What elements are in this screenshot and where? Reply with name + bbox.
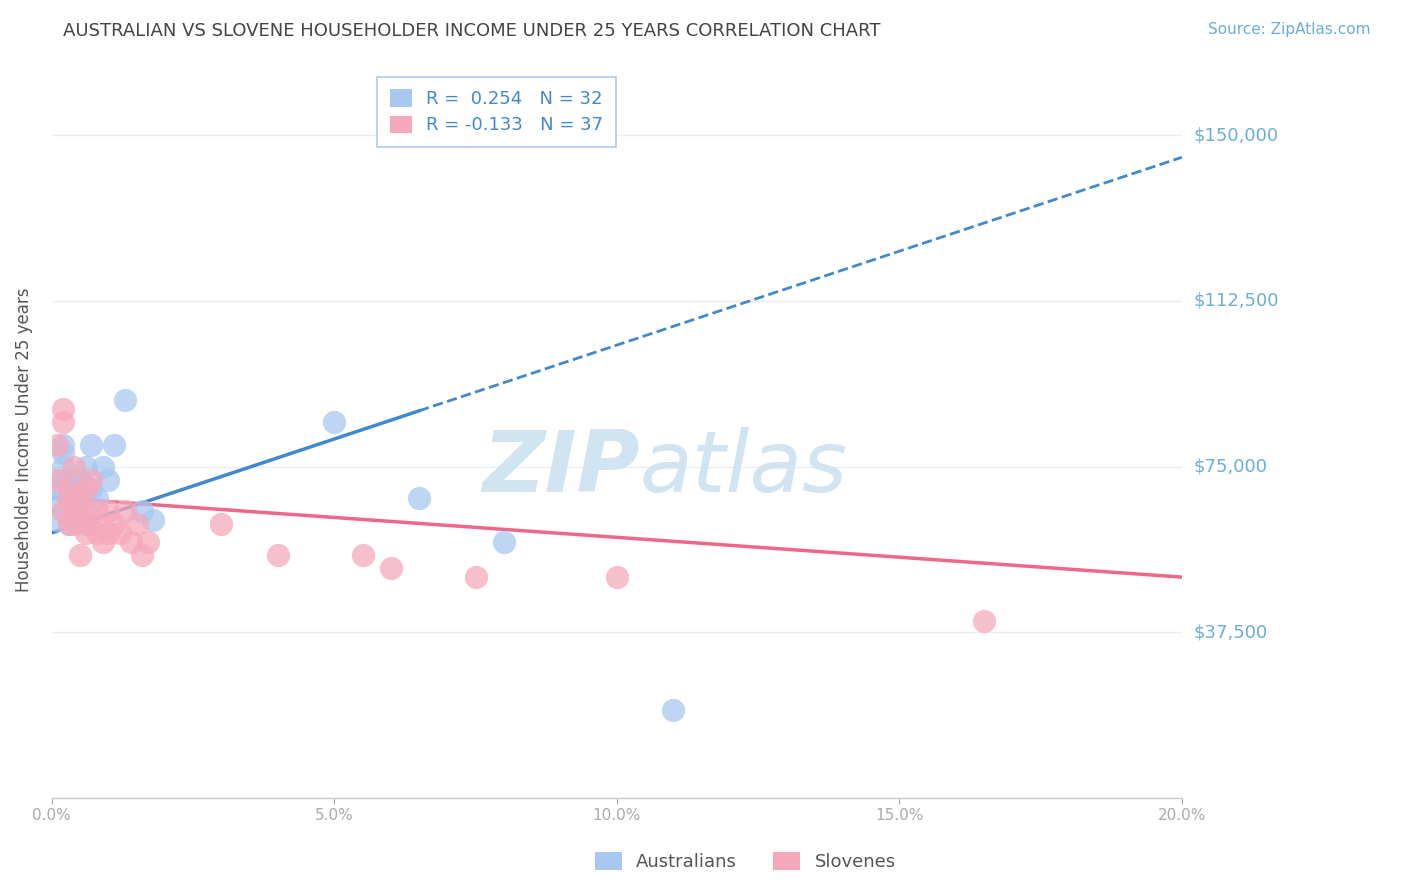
Point: [46, 495, 69, 509]
Point: [69, 513, 91, 527]
Text: $75,000: $75,000: [1194, 458, 1267, 475]
Point: [103, 437, 125, 451]
Point: [114, 504, 136, 518]
Point: [91, 459, 114, 474]
Point: [63, 504, 86, 518]
Point: [58, 491, 80, 505]
Point: [408, 491, 430, 505]
Point: [69, 473, 91, 487]
Point: [52, 459, 75, 474]
Point: [58, 482, 80, 496]
Point: [52, 416, 75, 430]
Point: [52, 504, 75, 518]
Point: [52, 402, 75, 417]
Point: [492, 534, 515, 549]
Point: [58, 491, 80, 505]
Point: [973, 615, 995, 629]
Point: [63, 504, 86, 518]
Point: [120, 534, 142, 549]
Text: $37,500: $37,500: [1194, 624, 1267, 641]
Point: [125, 517, 148, 532]
Point: [108, 525, 131, 540]
Point: [46, 513, 69, 527]
Point: [352, 548, 374, 562]
Point: [69, 491, 91, 505]
Legend: R =  0.254   N = 32, R = -0.133   N = 37: R = 0.254 N = 32, R = -0.133 N = 37: [377, 77, 616, 147]
Point: [75, 517, 97, 532]
Point: [63, 517, 86, 532]
Point: [80, 482, 103, 496]
Point: [606, 570, 628, 584]
Point: [46, 473, 69, 487]
Point: [52, 446, 75, 460]
Point: [97, 504, 120, 518]
Point: [142, 513, 165, 527]
Point: [63, 491, 86, 505]
Point: [75, 504, 97, 518]
Point: [131, 548, 153, 562]
Text: atlas: atlas: [640, 427, 848, 510]
Point: [46, 482, 69, 496]
Text: Source: ZipAtlas.com: Source: ZipAtlas.com: [1208, 22, 1371, 37]
Point: [52, 437, 75, 451]
Point: [97, 525, 120, 540]
Point: [323, 416, 346, 430]
Point: [91, 534, 114, 549]
Point: [86, 504, 108, 518]
Point: [86, 525, 108, 540]
Point: [464, 570, 486, 584]
Text: AUSTRALIAN VS SLOVENE HOUSEHOLDER INCOME UNDER 25 YEARS CORRELATION CHART: AUSTRALIAN VS SLOVENE HOUSEHOLDER INCOME…: [63, 22, 880, 40]
Point: [58, 517, 80, 532]
Point: [209, 517, 232, 532]
Point: [58, 482, 80, 496]
Point: [662, 703, 685, 717]
Point: [80, 517, 103, 532]
Point: [103, 517, 125, 532]
Legend: Australians, Slovenes: Australians, Slovenes: [588, 846, 903, 879]
Text: $112,500: $112,500: [1194, 292, 1278, 310]
Point: [380, 561, 402, 575]
Point: [75, 459, 97, 474]
Point: [69, 548, 91, 562]
Point: [86, 491, 108, 505]
Text: ZIP: ZIP: [482, 427, 640, 510]
Point: [52, 473, 75, 487]
Point: [69, 491, 91, 505]
Point: [136, 534, 159, 549]
Point: [97, 473, 120, 487]
Point: [46, 437, 69, 451]
Y-axis label: Householder Income Under 25 years: Householder Income Under 25 years: [15, 288, 32, 592]
Point: [80, 473, 103, 487]
Point: [131, 504, 153, 518]
Text: $150,000: $150,000: [1194, 126, 1278, 145]
Point: [80, 437, 103, 451]
Point: [63, 473, 86, 487]
Point: [75, 482, 97, 496]
Point: [63, 459, 86, 474]
Point: [114, 393, 136, 408]
Point: [58, 504, 80, 518]
Point: [75, 525, 97, 540]
Point: [267, 548, 290, 562]
Point: [58, 517, 80, 532]
